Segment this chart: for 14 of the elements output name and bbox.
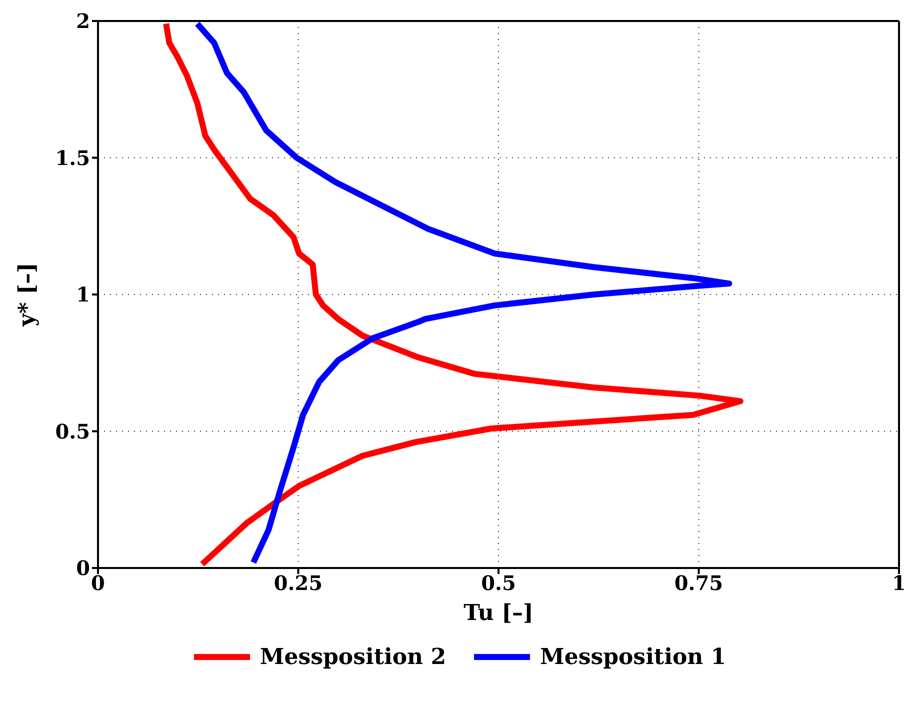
y-axis-title: y* [–] <box>14 262 40 328</box>
x-tick-label: 1 <box>892 571 906 596</box>
x-tick-label: 0.75 <box>674 571 724 596</box>
x-tick-label: 0.25 <box>274 571 323 596</box>
x-tick-label: 0 <box>91 571 105 596</box>
y-tick-label: 2 <box>76 9 90 34</box>
y-tick-label: 1.5 <box>55 146 90 170</box>
legend-label: Messposition 1 <box>540 644 726 670</box>
x-tick-label: 0.5 <box>481 571 516 596</box>
y-tick-label: 1 <box>76 282 90 307</box>
y-tick-label: 0.5 <box>55 419 90 444</box>
y-tick-label: 0 <box>76 556 90 580</box>
legend-label: Messposition 2 <box>260 644 446 670</box>
x-axis-title: Tu [–] <box>464 600 534 626</box>
